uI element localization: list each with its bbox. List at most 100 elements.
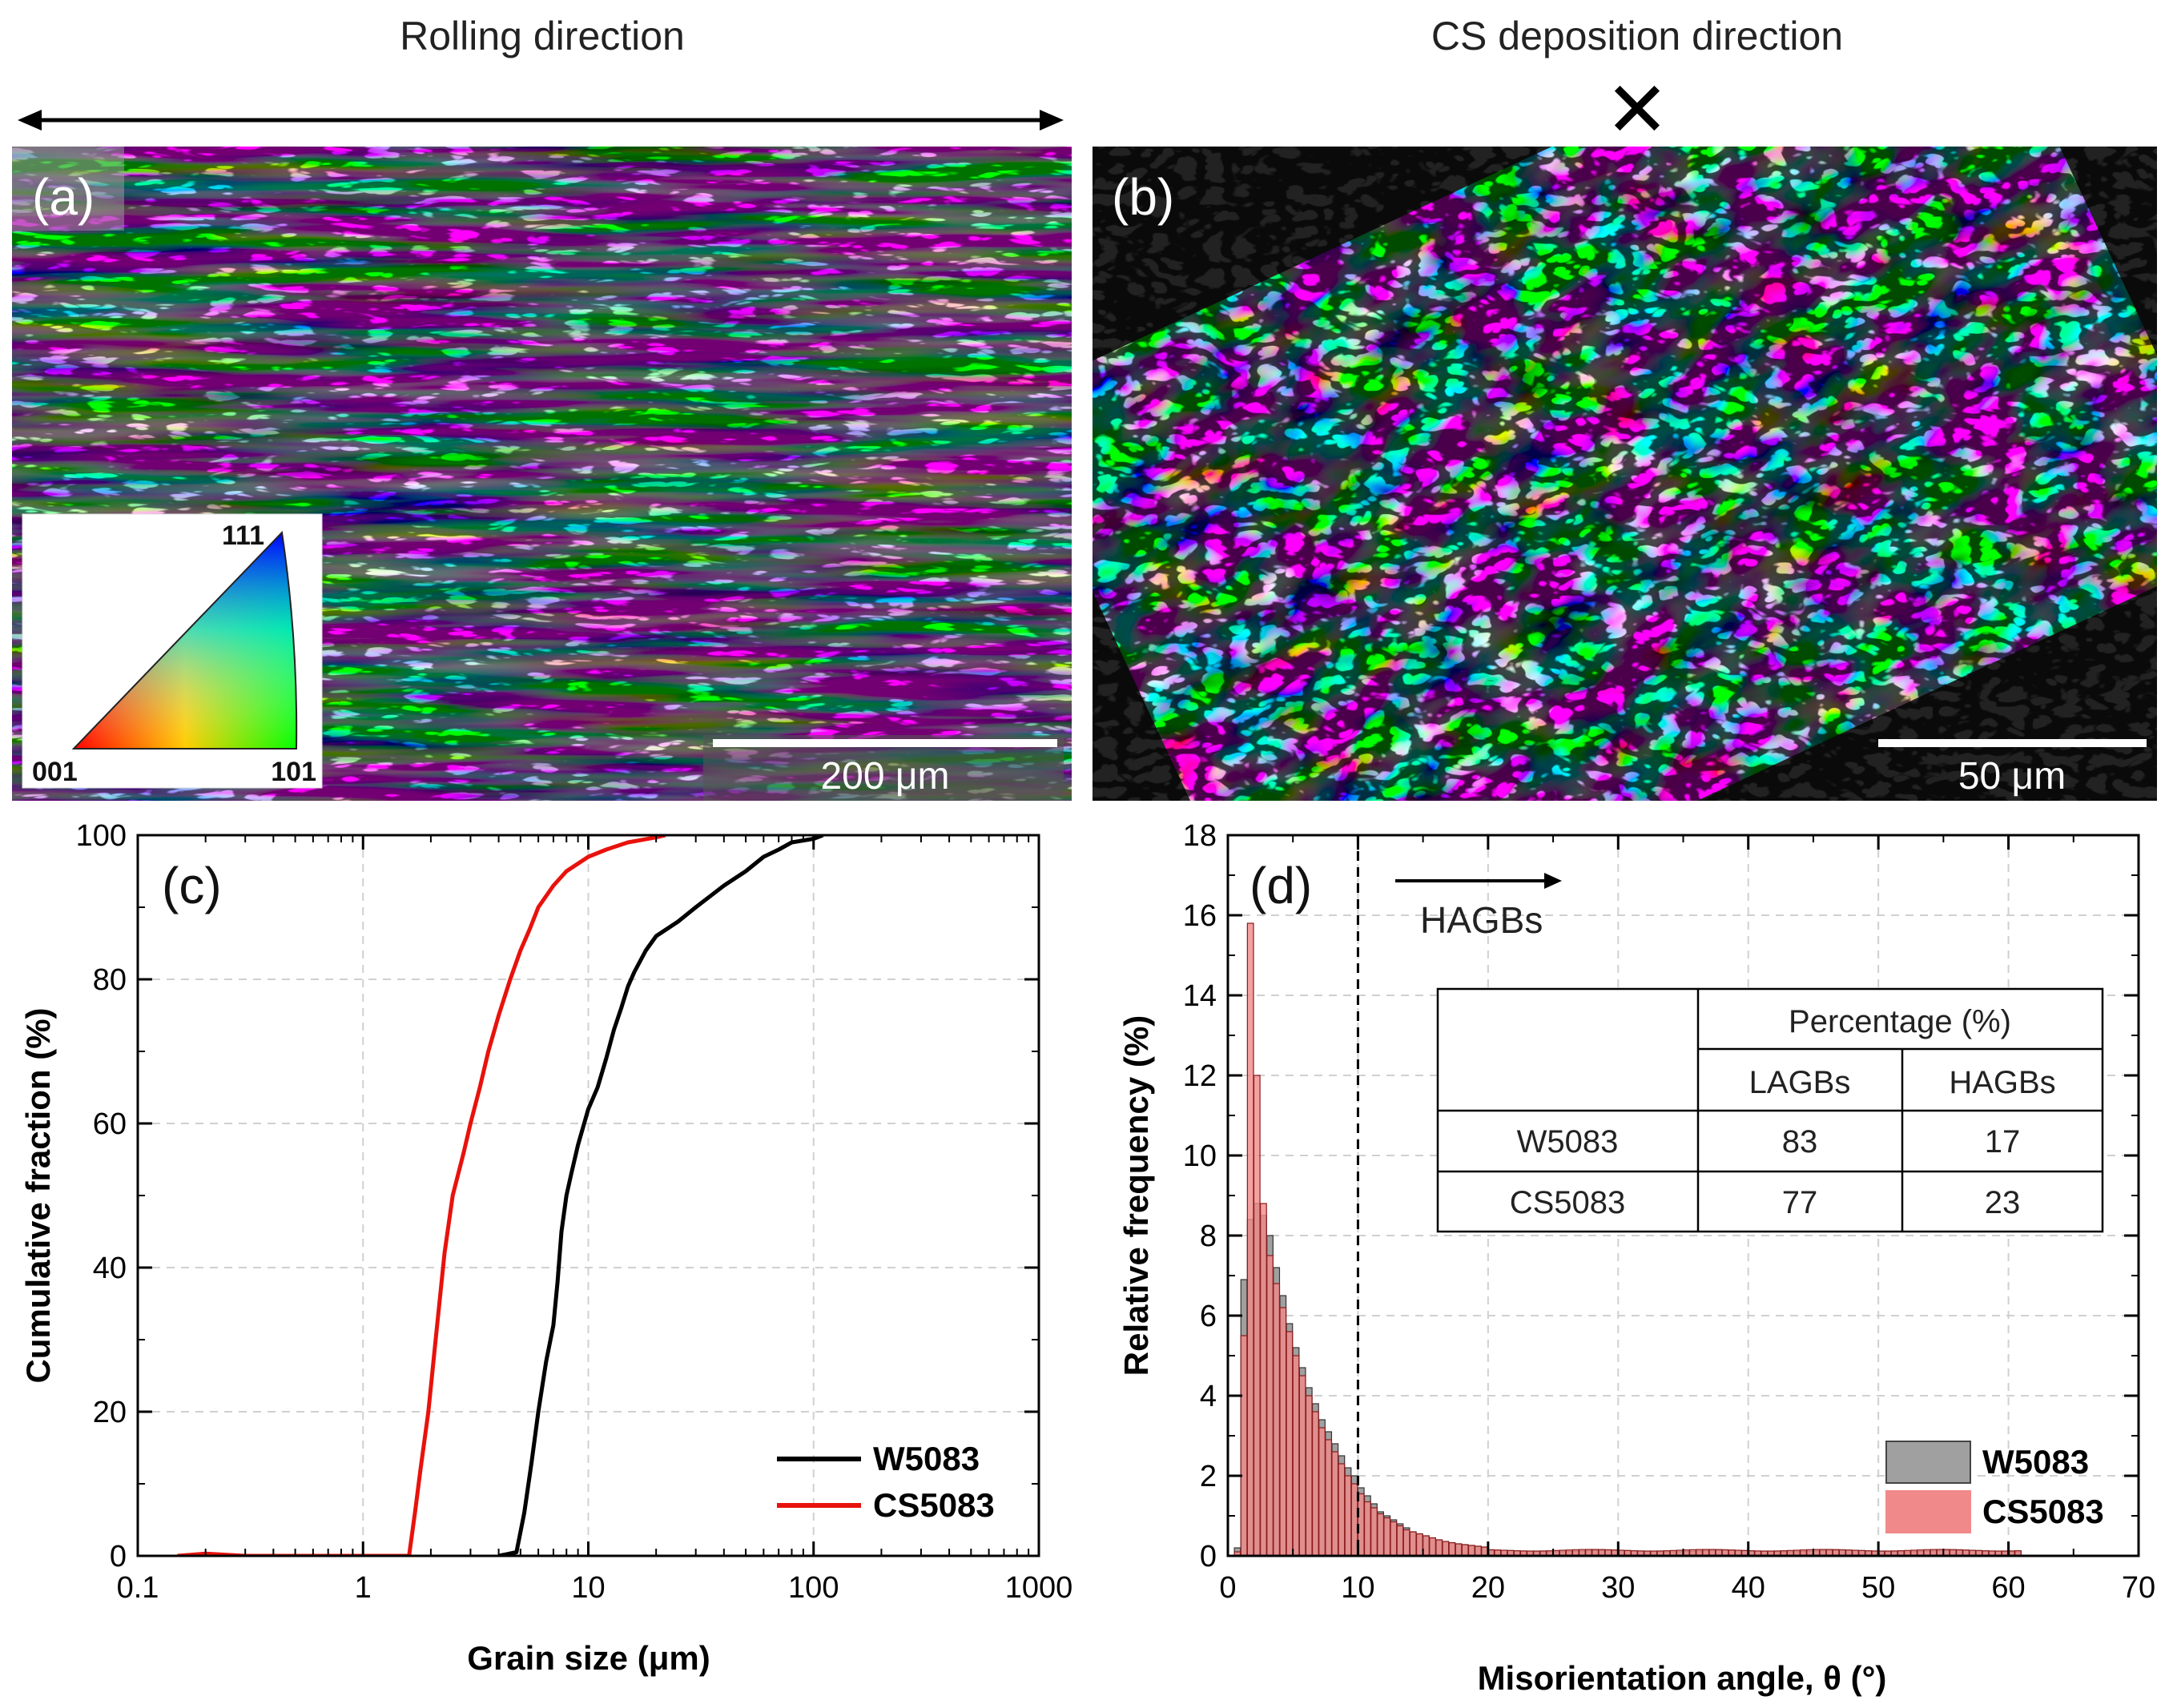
bar-cs5083 bbox=[1429, 1537, 1436, 1556]
bar-cs5083 bbox=[1415, 1533, 1423, 1556]
bar-cs5083 bbox=[1435, 1539, 1443, 1556]
chart-d-ytick-label: 12 bbox=[1183, 1059, 1217, 1093]
series-line-w5083 bbox=[498, 835, 824, 1556]
ipf-label-101: 101 bbox=[271, 757, 316, 787]
chart-c-grain-size: 0.1 1 10 100 1000 0 20 40 60 80 100 (c) Grain size… bbox=[19, 819, 1072, 1677]
chart-c-xlabel: Grain size (μm) bbox=[467, 1639, 710, 1677]
bar-cs5083 bbox=[1318, 1427, 1326, 1556]
series-line-cs5083 bbox=[177, 835, 666, 1556]
chart-c-xtick-label: 10 bbox=[571, 1571, 605, 1605]
chart-c-xtick-label: 1 bbox=[355, 1571, 372, 1605]
chart-d-xtick-label: 70 bbox=[2122, 1571, 2155, 1605]
header-rolling-direction: Rolling direction bbox=[400, 14, 685, 58]
bar-cs5083 bbox=[1240, 1335, 1248, 1556]
scalebar-a-label: 200 μm bbox=[820, 755, 949, 798]
panel-b-ebsd-map bbox=[1093, 147, 2157, 801]
bar-cs5083 bbox=[1370, 1507, 1378, 1556]
bar-cs5083 bbox=[1246, 922, 1254, 1556]
bar-cs5083 bbox=[1409, 1531, 1417, 1556]
chart-c-panel-label: (c) bbox=[162, 857, 222, 914]
bar-cs5083 bbox=[1279, 1307, 1287, 1556]
bar-cs5083 bbox=[1344, 1475, 1352, 1556]
legend-swatch-w5083 bbox=[1885, 1441, 1971, 1484]
chart-d-ytick-label: 14 bbox=[1183, 979, 1217, 1013]
legend-label-cs5083-d: CS5083 bbox=[1982, 1493, 2104, 1530]
chart-d-ytick-label: 2 bbox=[1200, 1460, 1217, 1493]
chart-d-ytick-label: 6 bbox=[1200, 1300, 1217, 1333]
table-cell-w5083-hagbs: 17 bbox=[1985, 1124, 2021, 1159]
chart-d-ytick-label: 10 bbox=[1183, 1139, 1217, 1173]
chart-c-legend: W5083 CS5083 bbox=[777, 1440, 995, 1524]
bar-cs5083 bbox=[1253, 1075, 1261, 1556]
rolling-direction-arrow bbox=[18, 110, 1064, 131]
chart-c-xtick-label: 1000 bbox=[1005, 1571, 1073, 1605]
bar-cs5083 bbox=[1423, 1535, 1430, 1556]
bar-cs5083 bbox=[1461, 1544, 1469, 1556]
chart-d-xlabel: Misorientation angle, θ (°) bbox=[1478, 1659, 1887, 1697]
chart-d-xtick-label: 0 bbox=[1219, 1571, 1236, 1605]
chart-d-ytick-label: 0 bbox=[1200, 1540, 1217, 1573]
bar-cs5083 bbox=[1402, 1529, 1410, 1556]
panel-b-label: (b) bbox=[1112, 168, 1174, 226]
panel-a-label: (a) bbox=[32, 168, 95, 226]
chart-c-xtick-label: 0.1 bbox=[117, 1571, 159, 1605]
legend-swatch-cs5083 bbox=[1885, 1490, 1971, 1533]
chart-c-xtick-label: 100 bbox=[788, 1571, 839, 1605]
bar-cs5083 bbox=[1266, 1255, 1274, 1556]
bar-cs5083 bbox=[1311, 1411, 1319, 1556]
table-row-cs5083: CS5083 bbox=[1510, 1185, 1626, 1220]
panel-a-ebsd-map bbox=[12, 147, 1072, 801]
chart-c-ytick-label: 40 bbox=[93, 1252, 127, 1285]
legend-label-w5083: W5083 bbox=[873, 1440, 980, 1477]
table-col-hagbs: HAGBs bbox=[1949, 1065, 2055, 1100]
bar-cs5083 bbox=[1390, 1521, 1398, 1556]
chart-d-xtick-label: 60 bbox=[1991, 1571, 2025, 1605]
chart-c-ytick-label: 100 bbox=[76, 819, 127, 853]
bar-cs5083 bbox=[1331, 1451, 1339, 1556]
chart-d-misorientation: 0 10 20 30 40 50 60 70 0 2 4 6 8 10 12 14 16 18 (d) HAGBs… bbox=[1117, 819, 2155, 1697]
chart-c-lines bbox=[177, 835, 824, 1556]
chart-c-ytick-label: 0 bbox=[110, 1540, 127, 1573]
scalebar-a: 200 μm bbox=[703, 735, 1064, 801]
bar-cs5083 bbox=[1305, 1395, 1313, 1556]
chart-d-ticks: 0 10 20 30 40 50 60 70 0 2 4 6 8 10 12 14 16 18 bbox=[1183, 819, 2155, 1605]
chart-d-xtick-label: 50 bbox=[1861, 1571, 1895, 1605]
chart-d-ylabel: Relative frequency (%) bbox=[1117, 1015, 1155, 1376]
boundary-percentage-table bbox=[1436, 987, 2104, 1233]
table-cell-cs5083-lagbs: 77 bbox=[1782, 1185, 1818, 1220]
chart-d-xtick-label: 40 bbox=[1732, 1571, 1765, 1605]
chart-c-ticks: 0.1 1 10 100 1000 0 20 40 60 80 100 bbox=[76, 819, 1073, 1605]
bar-cs5083 bbox=[1338, 1463, 1346, 1556]
chart-d-panel-label: (d) bbox=[1249, 857, 1312, 914]
chart-d-xtick-label: 10 bbox=[1341, 1571, 1374, 1605]
chart-d-ytick-label: 8 bbox=[1200, 1220, 1217, 1253]
chart-c-ytick-label: 60 bbox=[93, 1107, 127, 1141]
chart-d-ytick-label: 4 bbox=[1200, 1380, 1217, 1413]
ipf-color-key: 111 001 101 bbox=[22, 513, 323, 789]
chart-c-ytick-label: 80 bbox=[93, 963, 127, 997]
bar-cs5083 bbox=[1455, 1543, 1463, 1556]
bar-cs5083 bbox=[1448, 1541, 1456, 1556]
bar-cs5083 bbox=[1481, 1546, 1488, 1556]
bar-cs5083 bbox=[1325, 1439, 1333, 1556]
scalebar-b: 50 μm bbox=[1878, 739, 2147, 798]
bar-cs5083 bbox=[1286, 1331, 1294, 1556]
bar-cs5083 bbox=[1350, 1483, 1358, 1556]
legend-label-w5083-d: W5083 bbox=[1982, 1443, 2089, 1481]
chart-c-ytick-label: 20 bbox=[93, 1396, 127, 1429]
chart-d-ytick-label: 16 bbox=[1183, 899, 1217, 933]
bar-cs5083 bbox=[1442, 1541, 1450, 1556]
bar-cs5083 bbox=[1292, 1355, 1300, 1556]
bar-cs5083 bbox=[1475, 1545, 1482, 1556]
legend-label-cs5083: CS5083 bbox=[873, 1486, 995, 1524]
bar-cs5083 bbox=[1396, 1525, 1404, 1556]
table-col-lagbs: LAGBs bbox=[1749, 1065, 1851, 1100]
chart-d-legend: W5083 CS5083 bbox=[1885, 1441, 2104, 1533]
hagbs-arrow bbox=[1395, 873, 1562, 889]
table-header: Percentage (%) bbox=[1789, 1004, 2011, 1039]
ipf-label-111: 111 bbox=[222, 520, 264, 551]
chart-c-ylabel: Cumulative fraction (%) bbox=[19, 1007, 57, 1383]
table-cell-w5083-lagbs: 83 bbox=[1782, 1124, 1818, 1159]
bar-cs5083 bbox=[1298, 1375, 1306, 1556]
bar-cs5083 bbox=[1377, 1513, 1385, 1556]
